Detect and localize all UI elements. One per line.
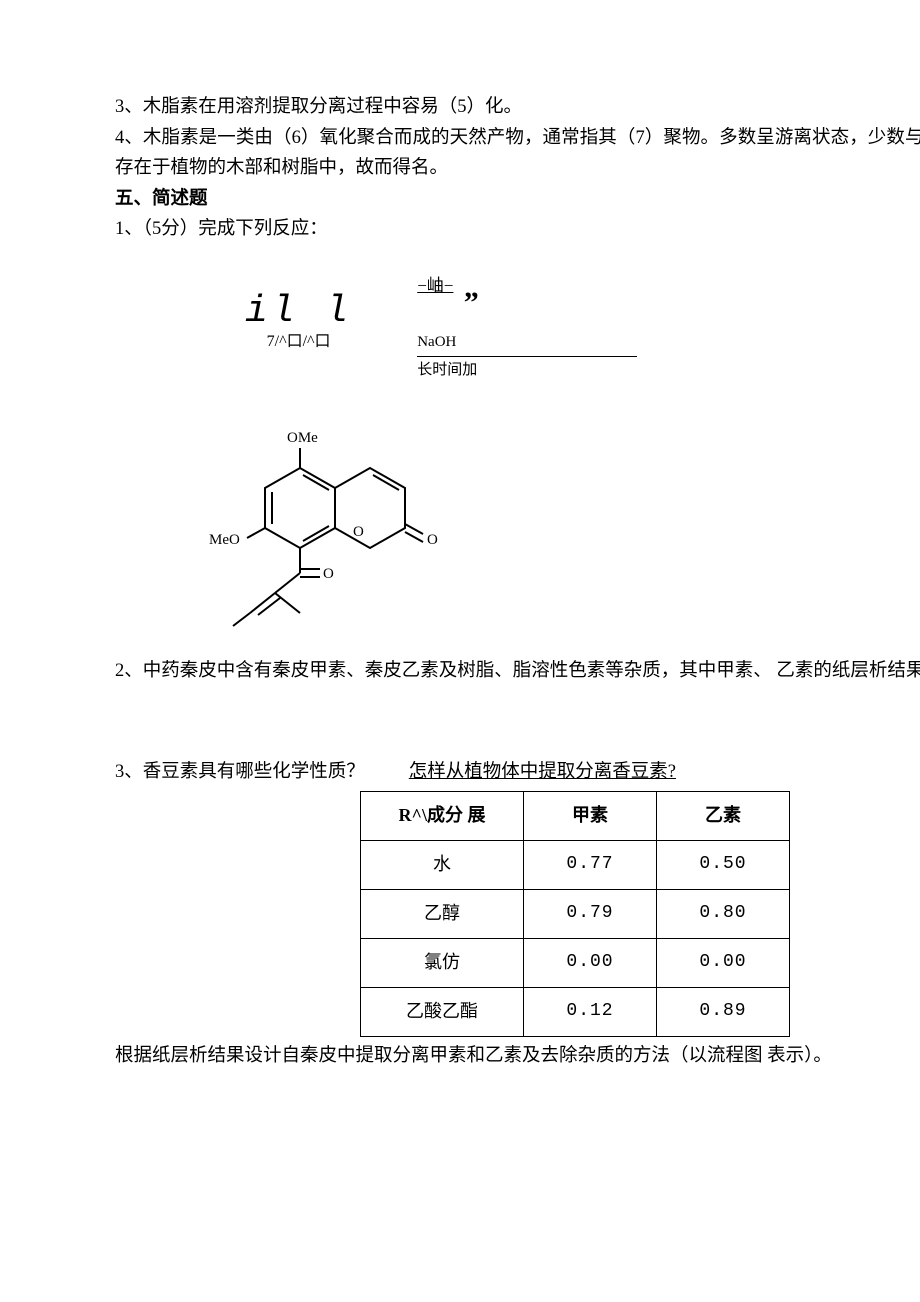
rf-table: R^\成分 展 甲素 乙素 水 0.77 0.50 乙醇 0.79 0.80 氯… (360, 791, 790, 1037)
coumarin-structure-svg: OMe MeO O O O (205, 418, 465, 638)
th-solvent: R^\成分 展 (361, 792, 524, 841)
reaction-arrow-line (417, 356, 637, 357)
reaction-quotes: „ (458, 263, 479, 313)
paragraph-4: 4、木脂素是一类由（6）氧化聚合而成的天然产物，通常指其（7）聚物。多数呈游离状… (115, 123, 920, 184)
reaction-condition: 长时间加 (417, 358, 637, 383)
td-val: 0.89 (657, 988, 790, 1037)
label-carbonyl-o: O (427, 532, 438, 548)
reagent-naoh: NaOH (417, 330, 637, 355)
td-val: 0.79 (524, 890, 657, 939)
question-1: 1、（5分）完成下列反应： (115, 214, 920, 245)
reaction-top-text: −岫− (417, 276, 453, 301)
table-row: 乙酸乙酯 0.12 0.89 (361, 988, 790, 1037)
reaction-right: −岫− „ NaOH 长时间加 (352, 263, 637, 383)
table-row: 氯仿 0.00 0.00 (361, 939, 790, 988)
td-val: 0.00 (657, 939, 790, 988)
table-row: 水 0.77 0.50 (361, 841, 790, 890)
th-a: 甲素 (524, 792, 657, 841)
th-b: 乙素 (657, 792, 790, 841)
question-3b: 怎样从植物体中提取分离香豆素? (365, 757, 920, 788)
label-meo-left: MeO (209, 532, 240, 548)
td-solvent: 乙醇 (361, 890, 524, 939)
reaction-scheme: il l 7/^口/^口 −岫− „ NaOH 长时间加 (115, 263, 920, 383)
label-ring-o: O (353, 524, 364, 540)
td-val: 0.50 (657, 841, 790, 890)
table-header-row: R^\成分 展 甲素 乙素 (361, 792, 790, 841)
paragraph-end: 根据纸层析结果设计自秦皮中提取分离甲素和乙素及去除杂质的方法（以流程图 表示）。 (115, 1041, 920, 1072)
td-val: 0.12 (524, 988, 657, 1037)
chemical-structure: OMe MeO O O O (115, 418, 920, 649)
td-val: 0.77 (524, 841, 657, 890)
section-5-heading: 五、简述题 (115, 184, 920, 215)
table-row: 乙醇 0.79 0.80 (361, 890, 790, 939)
td-solvent: 氯仿 (361, 939, 524, 988)
td-val: 0.00 (524, 939, 657, 988)
td-solvent: 水 (361, 841, 524, 890)
paragraph-3: 3、木脂素在用溶剂提取分离过程中容易（5）化。 (115, 92, 920, 123)
label-side-o: O (323, 566, 334, 582)
question-3a: 3、香豆素具有哪些化学性质？ (115, 757, 365, 788)
td-solvent: 乙酸乙酯 (361, 988, 524, 1037)
reaction-glyph: il l (245, 293, 352, 331)
td-val: 0.80 (657, 890, 790, 939)
question-3-line: 3、香豆素具有哪些化学性质？ 怎样从植物体中提取分离香豆素? (115, 757, 920, 788)
label-ome-top: OMe (287, 430, 318, 446)
reaction-left: il l 7/^口/^口 (115, 263, 352, 355)
question-2: 2、中药秦皮中含有秦皮甲素、秦皮乙素及树脂、脂溶性色素等杂质，其中甲素、 乙素的… (115, 656, 920, 687)
reaction-top-line: −岫− „ (417, 263, 637, 313)
rf-table-wrap: R^\成分 展 甲素 乙素 水 0.77 0.50 乙醇 0.79 0.80 氯… (115, 791, 920, 1037)
